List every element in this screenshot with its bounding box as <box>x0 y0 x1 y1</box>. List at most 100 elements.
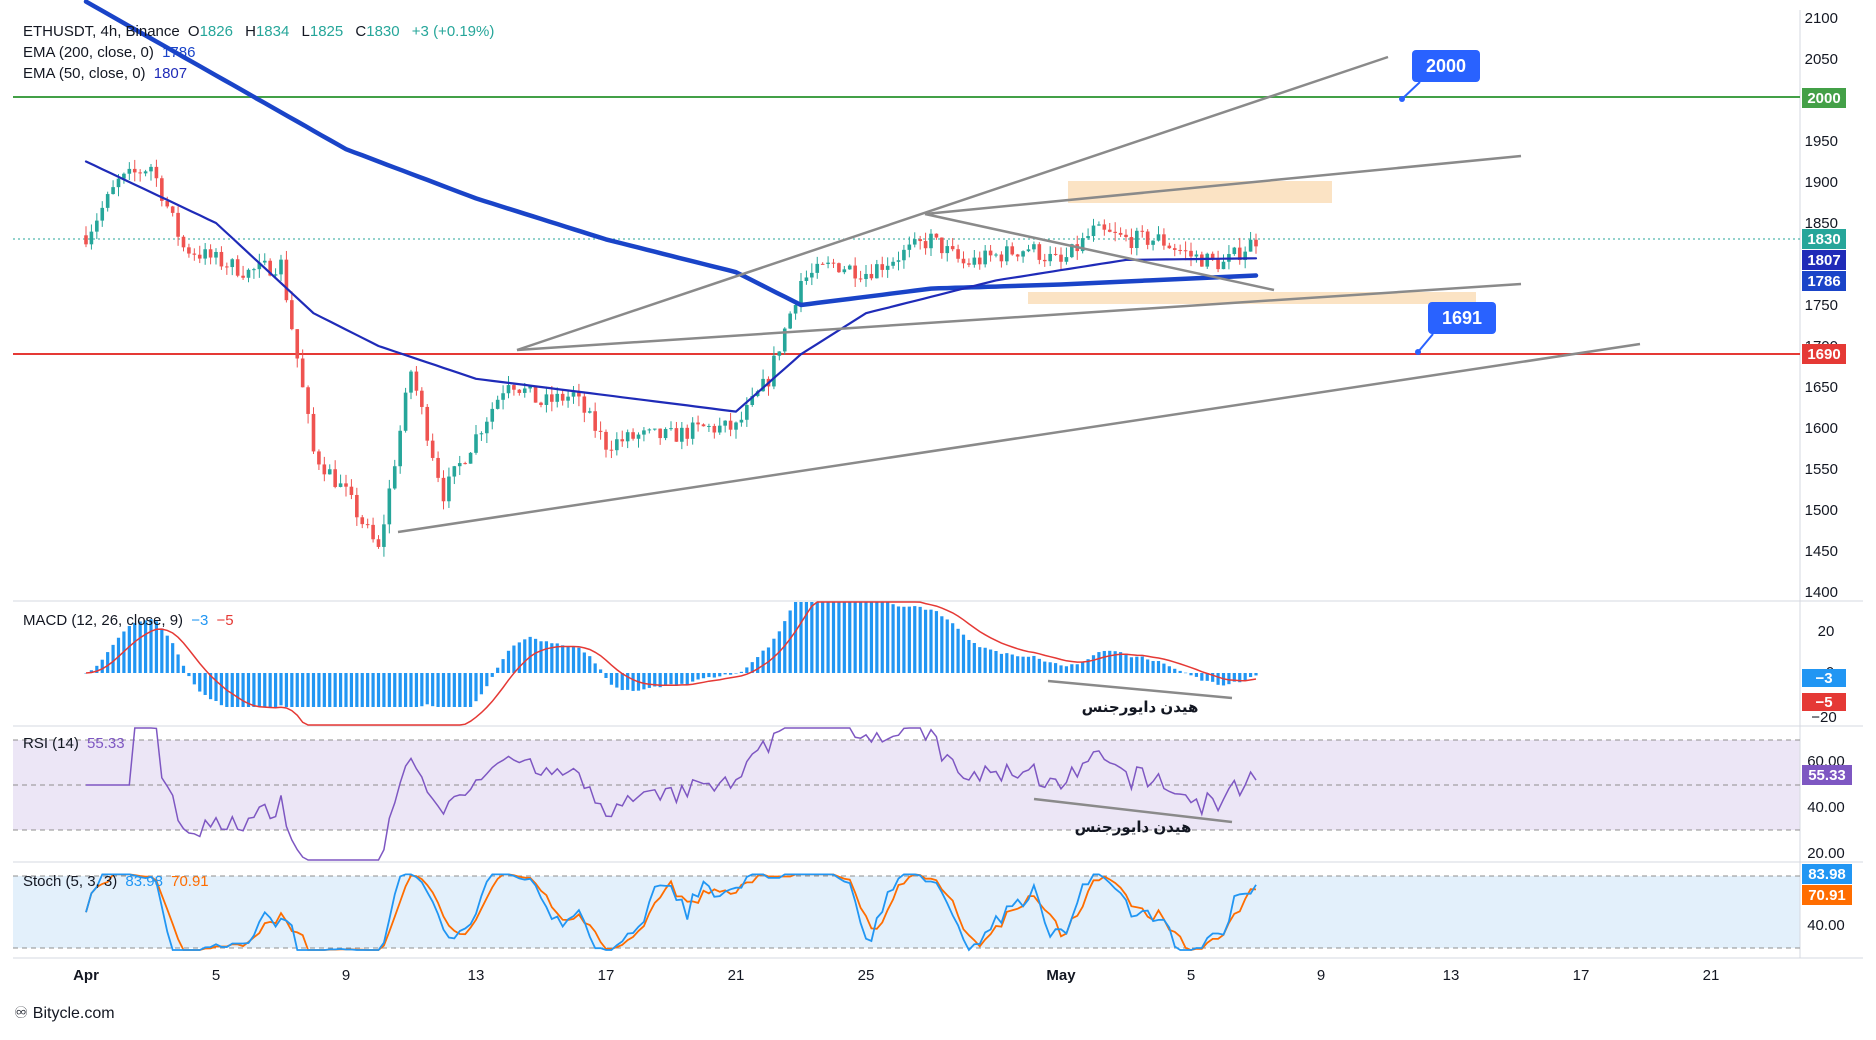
macd-bar <box>739 671 744 673</box>
macd-bar <box>344 673 348 707</box>
macd-bar <box>1097 652 1101 673</box>
macd-bar <box>1178 670 1182 673</box>
badge-stoch-k: 83.98 <box>1808 866 1846 883</box>
macd-bar <box>333 673 337 707</box>
ohlc-high: H1834 <box>245 23 293 40</box>
candle-up <box>734 422 738 430</box>
candle-up <box>392 466 397 489</box>
candle-down <box>290 300 294 330</box>
ohlc-open: O1826 <box>188 23 237 40</box>
candle-down <box>712 425 717 433</box>
candle-up <box>327 469 332 475</box>
macd-bar <box>355 673 359 707</box>
macd-bar <box>1146 659 1150 673</box>
macd-bar <box>1183 672 1188 674</box>
badge-ema200: 1786 <box>1807 273 1840 290</box>
macd-bar <box>1016 656 1020 673</box>
candle-down <box>84 235 88 245</box>
macd-value: −3 <box>191 612 209 629</box>
candle-up <box>680 427 684 442</box>
macd-bar <box>95 665 99 673</box>
macd-bar <box>268 673 272 707</box>
candle-down <box>1145 231 1150 245</box>
candle-up <box>555 393 560 402</box>
macd-bar <box>750 662 754 673</box>
macd-bar <box>371 673 375 707</box>
candle-up <box>1156 234 1161 241</box>
trendline-upper-channel[interactable] <box>516 55 1389 352</box>
macd-bar <box>187 673 191 677</box>
candle-up <box>842 269 847 273</box>
macd-bar <box>826 602 830 673</box>
candle-up <box>501 393 505 400</box>
macd-bar <box>458 673 462 707</box>
macd-bar <box>707 673 711 678</box>
macd-bar <box>999 653 1004 673</box>
macd-bar <box>653 673 657 687</box>
macd-bar <box>208 673 213 700</box>
candle-up <box>262 260 267 263</box>
candle-down <box>988 250 993 256</box>
ema200-label: EMA (200, close, 0) <box>23 44 154 61</box>
candle-up <box>652 428 657 430</box>
macd-bar <box>198 673 202 692</box>
candle-down <box>961 258 966 264</box>
candle-up <box>485 421 489 434</box>
ohlc-low: L1825 <box>302 23 348 40</box>
callout-2000[interactable]: 2000 <box>1399 50 1480 102</box>
candle-up <box>571 392 576 397</box>
candle-down <box>658 428 662 439</box>
macd-bar <box>728 673 733 675</box>
symbol-label[interactable]: ETHUSDT, 4h, Binance <box>23 23 180 40</box>
macd-bar <box>463 673 467 707</box>
candle-down <box>360 517 365 525</box>
callout-1691[interactable]: 1691 <box>1415 302 1496 355</box>
candle-up <box>690 422 695 439</box>
candlestick-series <box>84 159 1258 557</box>
ema50-legend[interactable]: EMA (50, close, 0) 1807 <box>23 64 191 84</box>
macd-bar <box>246 673 251 707</box>
brand-watermark: ♾ Bitycle.com <box>14 1003 115 1023</box>
time-tick: 13 <box>1443 967 1460 984</box>
candle-down <box>956 249 960 259</box>
trendline-rising-wedge-bottom[interactable] <box>516 282 1522 352</box>
macd-legend[interactable]: MACD (12, 26, close, 9) −3 −5 <box>23 611 238 631</box>
rsi-axis-20: 20.00 <box>1807 845 1845 862</box>
macd-bar <box>875 602 879 673</box>
macd-bar <box>842 602 846 673</box>
trendline-lower-channel[interactable] <box>397 342 1641 534</box>
macd-bar <box>485 673 489 687</box>
macd-bar <box>669 673 673 685</box>
candle-down <box>284 259 289 301</box>
candle-down <box>869 273 874 279</box>
macd-divergence-line[interactable] <box>1047 679 1233 700</box>
macd-bar <box>1211 673 1215 682</box>
badge-rsi-bg <box>1802 765 1852 785</box>
time-axis[interactable]: Apr 5 9 13 17 21 25 May 5 9 13 17 21 <box>73 967 1719 984</box>
macd-bar <box>745 667 749 673</box>
candle-down <box>1129 237 1134 249</box>
macd-divergence-annotation: هیدن دایورجنس <box>1082 699 1199 716</box>
candle-down <box>208 249 213 258</box>
close-value: 1830 <box>366 23 400 40</box>
ema200-legend[interactable]: EMA (200, close, 0) 1786 <box>23 43 199 63</box>
rsi-divergence-line[interactable] <box>1033 797 1233 824</box>
macd-bar <box>398 673 402 707</box>
trendlines[interactable] <box>397 55 1641 824</box>
candle-up <box>89 231 94 245</box>
ema50-line <box>84 160 1258 413</box>
trendline-descending[interactable] <box>924 212 1275 292</box>
rsi-legend[interactable]: RSI (14) 55.33 <box>23 734 129 754</box>
candle-up <box>1248 239 1253 252</box>
trendline-rising-wedge-top[interactable] <box>924 154 1522 216</box>
candle-up <box>983 250 987 265</box>
candle-down <box>577 392 581 397</box>
candle-up <box>544 394 549 405</box>
macd-bar <box>544 641 549 673</box>
candle-up <box>143 171 148 174</box>
stoch-legend[interactable]: Stoch (5, 3, 3) 83.98 70.91 <box>23 872 213 892</box>
high-value: 1834 <box>255 23 290 40</box>
candle-up <box>105 194 110 208</box>
